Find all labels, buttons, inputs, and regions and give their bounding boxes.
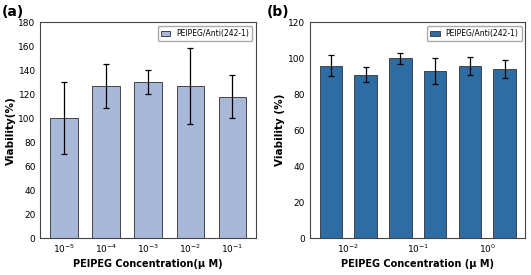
Y-axis label: Viability (%): Viability (%) [275, 94, 285, 166]
Bar [92, 86, 120, 238]
Bar [320, 66, 342, 238]
Bar [459, 66, 481, 238]
Bar [389, 58, 412, 238]
Y-axis label: Viability(%): Viability(%) [5, 96, 15, 165]
Bar [134, 82, 162, 238]
Legend: PEIPEG/Anti(242-1): PEIPEG/Anti(242-1) [427, 26, 521, 42]
Legend: PEIPEG/Anti(242-1): PEIPEG/Anti(242-1) [158, 26, 252, 42]
Text: (b): (b) [267, 5, 289, 19]
X-axis label: PEIPEG Concentration(μ M): PEIPEG Concentration(μ M) [73, 259, 223, 270]
Bar [493, 69, 516, 238]
Bar [219, 97, 246, 238]
Text: (a): (a) [2, 5, 24, 19]
Bar [354, 75, 377, 238]
X-axis label: PEIPEG Concentration (μ M): PEIPEG Concentration (μ M) [341, 259, 494, 270]
Bar [50, 118, 78, 238]
Bar [177, 86, 204, 238]
Bar [424, 71, 447, 238]
